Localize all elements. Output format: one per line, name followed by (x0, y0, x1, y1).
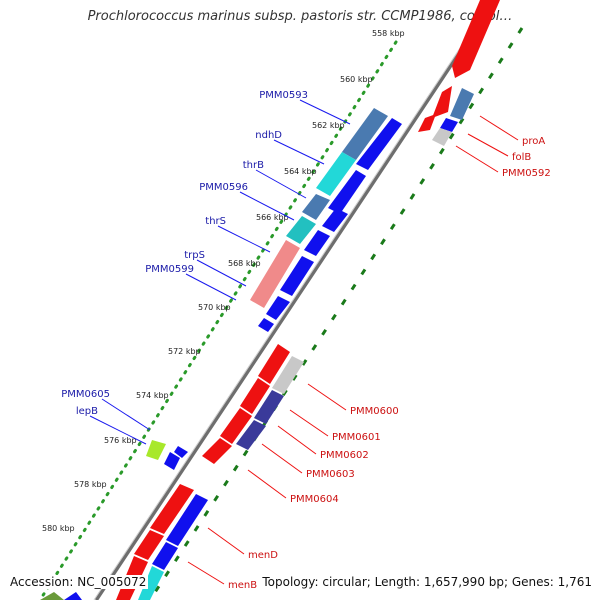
gc-skew-track (148, 27, 524, 600)
gene-feature-forward[interactable] (304, 230, 330, 256)
scale-label: 580 kbp (42, 524, 75, 533)
gene-label-connector (467, 133, 509, 157)
gene-labels-right: proA folB PMM0592 PMM0600 PMM0601 PMM0602 PMM0… (187, 115, 551, 591)
gc-content-track (38, 40, 398, 600)
scale-label: 564 kbp (284, 167, 317, 176)
genome-summary: Topology: circular; Length: 1,657,990 bp… (260, 575, 594, 589)
gene-feature-forward[interactable] (146, 440, 166, 460)
gene-feature-reverse[interactable] (432, 86, 452, 118)
gene-label-connector (101, 398, 151, 431)
gene-feature-forward[interactable] (342, 108, 388, 160)
scale-label: 566 kbp (256, 213, 289, 222)
gene-features (40, 0, 500, 600)
gene-labels-left: PMM0593 ndhD thrB PMM0596 thrS trpS PMM0599 PMM… (61, 90, 351, 445)
gene-label-connector (89, 415, 147, 445)
gene-label[interactable]: PMM0601 (332, 432, 381, 443)
gene-feature-reverse[interactable] (134, 530, 164, 560)
gene-feature-forward[interactable] (286, 216, 316, 244)
gene-label-connector (247, 469, 287, 499)
scale-label: 558 kbp (372, 29, 405, 38)
gene-feature-forward[interactable] (258, 318, 274, 332)
map-tracks (38, 0, 524, 600)
gene-feature-reverse[interactable] (220, 408, 252, 444)
gene-label-connector (196, 259, 247, 287)
gene-feature-reverse[interactable] (272, 356, 304, 394)
gene-label-connector (185, 273, 237, 301)
scale-label: 574 kbp (136, 391, 169, 400)
gene-feature-reverse[interactable] (452, 0, 500, 78)
gene-label-connector (261, 443, 303, 474)
gene-label-connector (217, 225, 271, 253)
gene-feature-forward[interactable] (266, 296, 290, 320)
gene-label-connector (273, 139, 325, 165)
gene-feature-forward[interactable] (64, 592, 82, 600)
gene-label[interactable]: ndhD (255, 130, 282, 141)
scale-label: 560 kbp (340, 75, 373, 84)
gene-feature-forward[interactable] (328, 170, 366, 214)
gene-label[interactable]: lepB (76, 406, 98, 417)
gene-label-connector (289, 409, 329, 437)
gene-feature-forward[interactable] (316, 152, 356, 196)
gene-label[interactable]: PMM0592 (502, 168, 551, 179)
gene-label-connector (207, 527, 245, 555)
scale-label: 572 kbp (168, 347, 201, 356)
gene-feature-reverse[interactable] (236, 420, 266, 450)
gene-label-connector (239, 191, 295, 221)
gene-label-connector (187, 561, 225, 585)
gene-feature-reverse[interactable] (202, 438, 232, 464)
gene-feature-reverse[interactable] (240, 378, 270, 414)
gene-feature-reverse[interactable] (440, 118, 458, 132)
genome-backbone-highlight (93, 0, 493, 600)
gene-label-connector (455, 145, 499, 173)
gene-label[interactable]: PMM0602 (320, 450, 369, 461)
gene-feature-forward[interactable] (174, 446, 188, 458)
gene-label-connector (299, 99, 351, 125)
gene-feature-forward[interactable] (166, 494, 208, 546)
gene-feature-forward[interactable] (152, 542, 178, 570)
gene-feature-reverse[interactable] (254, 390, 284, 424)
gene-label[interactable]: proA (522, 136, 545, 147)
gene-label[interactable]: PMM0596 (199, 182, 248, 193)
gene-feature-forward[interactable] (138, 566, 164, 600)
gene-label[interactable]: trpS (184, 250, 205, 261)
gene-label[interactable]: thrS (205, 216, 226, 227)
gene-feature-forward[interactable] (302, 194, 330, 220)
gene-feature-reverse[interactable] (40, 592, 64, 600)
gene-feature-forward[interactable] (322, 208, 348, 232)
scale-label: 562 kbp (312, 121, 345, 130)
accession-label: Accession: NC_005072 (8, 575, 149, 589)
gene-feature-forward[interactable] (280, 256, 314, 296)
gene-label-connector (277, 425, 317, 455)
gene-label[interactable]: folB (512, 152, 531, 163)
gene-feature-reverse[interactable] (258, 344, 290, 384)
gene-label[interactable]: PMM0600 (350, 406, 399, 417)
gene-label[interactable]: menB (228, 580, 257, 591)
gene-label[interactable]: PMM0599 (145, 264, 194, 275)
gene-feature-forward[interactable] (356, 118, 402, 170)
gene-feature-forward[interactable] (164, 452, 180, 470)
map-title: Prochlorococcus marinus subsp. pastoris … (87, 9, 513, 24)
scale-label: 570 kbp (198, 303, 231, 312)
gene-label-connector (479, 115, 519, 141)
gene-label[interactable]: menD (248, 550, 278, 561)
gene-feature-reverse[interactable] (450, 88, 474, 120)
scale-label: 568 kbp (228, 259, 261, 268)
gene-label-connector (255, 169, 307, 199)
gene-label[interactable]: PMM0605 (61, 389, 110, 400)
gene-label[interactable]: PMM0593 (259, 90, 308, 101)
genome-backbone (94, 0, 496, 600)
gene-feature-reverse[interactable] (150, 484, 194, 534)
gene-feature-forward[interactable] (250, 240, 300, 308)
gene-feature-reverse[interactable] (418, 114, 436, 132)
gene-label[interactable]: PMM0604 (290, 494, 339, 505)
gene-label[interactable]: thrB (243, 160, 264, 171)
gene-feature-reverse[interactable] (432, 128, 452, 146)
scale-label: 578 kbp (74, 480, 107, 489)
scale-labels: 558 kbp 560 kbp 562 kbp 564 kbp 566 kbp 568 k… (42, 29, 405, 533)
gene-label[interactable]: PMM0603 (306, 469, 355, 480)
scale-label: 576 kbp (104, 436, 137, 445)
gene-label-connector (307, 383, 347, 411)
